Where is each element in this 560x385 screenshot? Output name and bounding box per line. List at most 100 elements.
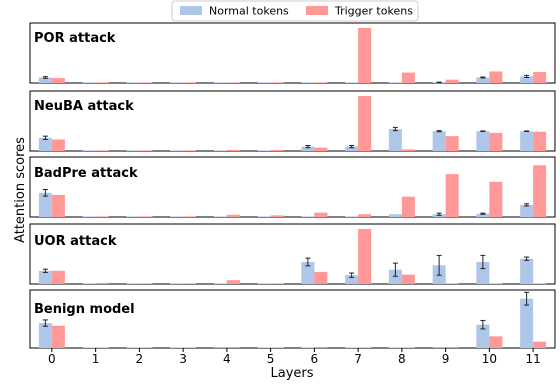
panel-benign-model: Benign model [29, 289, 556, 349]
x-tick-label-9: 9 [442, 352, 450, 366]
bar-normal-layer-5 [257, 82, 271, 83]
bar-normal-layer-11 [520, 204, 534, 217]
bar-normal-layer-1 [82, 82, 96, 83]
bar-normal-layer-6 [301, 262, 315, 284]
bar-normal-layer-11 [520, 76, 534, 83]
panel-badpre-attack: BadPre attack [29, 156, 556, 218]
panel-frame [29, 289, 556, 349]
bar-trigger-layer-6 [314, 147, 328, 151]
bar-trigger-layer-4 [226, 82, 240, 83]
bar-normal-layer-0 [38, 323, 52, 348]
x-tick-label-5: 5 [267, 352, 275, 366]
legend-label-trigger: Trigger tokens [334, 5, 413, 18]
bar-trigger-layer-5 [270, 347, 284, 348]
bar-trigger-layer-0 [51, 139, 65, 151]
bar-normal-layer-0 [38, 137, 52, 151]
bar-normal-layer-0 [38, 77, 52, 83]
panel-frame [29, 22, 556, 84]
bar-trigger-layer-9 [445, 174, 459, 217]
bar-trigger-layer-4 [226, 280, 240, 284]
bar-trigger-layer-9 [445, 79, 459, 83]
bar-normal-layer-1 [82, 347, 96, 348]
bar-trigger-layer-3 [183, 216, 197, 217]
bar-normal-layer-11 [520, 258, 534, 284]
bar-trigger-layer-2 [139, 150, 153, 151]
bar-trigger-layer-1 [95, 82, 109, 83]
bar-normal-layer-1 [82, 150, 96, 151]
bar-normal-layer-6 [301, 347, 315, 348]
bar-trigger-layer-7 [358, 214, 372, 217]
bar-trigger-layer-7 [358, 347, 372, 348]
x-tick-label-3: 3 [179, 352, 187, 366]
bar-normal-layer-9 [432, 346, 446, 348]
bar-normal-layer-6 [301, 82, 315, 83]
bar-trigger-layer-11 [533, 72, 547, 83]
panel-title: Benign model [34, 302, 135, 317]
x-tick-label-8: 8 [398, 352, 406, 366]
panel-title: NeuBA attack [34, 99, 134, 114]
bar-trigger-layer-7 [358, 28, 372, 83]
bar-normal-layer-8 [388, 82, 402, 83]
bar-trigger-layer-8 [401, 196, 415, 217]
legend-label-normal: Normal tokens [209, 5, 289, 18]
bar-normal-layer-2 [126, 150, 140, 151]
legend-frame [171, 0, 419, 22]
bar-normal-layer-4 [213, 346, 227, 348]
bar-normal-layer-6 [301, 216, 315, 217]
bar-trigger-layer-7 [358, 229, 372, 284]
bar-normal-layer-8 [388, 129, 402, 151]
bar-normal-layer-4 [213, 150, 227, 151]
bar-normal-layer-5 [257, 347, 271, 348]
bar-trigger-layer-3 [183, 283, 197, 284]
bar-normal-layer-3 [170, 283, 184, 284]
bar-normal-layer-5 [257, 150, 271, 151]
bar-normal-layer-4 [213, 216, 227, 217]
bar-trigger-layer-2 [139, 283, 153, 284]
bar-normal-layer-8 [388, 269, 402, 284]
x-tick-label-4: 4 [223, 352, 231, 366]
bar-trigger-layer-3 [183, 150, 197, 151]
x-tick-label-11: 11 [525, 352, 540, 366]
bar-normal-layer-3 [170, 150, 184, 151]
bar-normal-layer-10 [476, 262, 490, 284]
panel-uor-attack: UOR attack [29, 223, 556, 285]
x-tick-label-7: 7 [354, 352, 362, 366]
bar-trigger-layer-11 [533, 341, 547, 348]
bar-normal-layer-10 [476, 131, 490, 151]
bar-normal-layer-3 [170, 347, 184, 348]
bar-trigger-layer-10 [489, 283, 503, 284]
legend-swatch-trigger [306, 6, 328, 15]
bar-normal-layer-5 [257, 216, 271, 217]
bar-normal-layer-2 [126, 216, 140, 217]
bar-normal-layer-7 [345, 216, 359, 217]
bar-normal-layer-10 [476, 213, 490, 217]
panel-frame [29, 90, 556, 152]
bar-trigger-layer-7 [358, 96, 372, 151]
x-tick-label-1: 1 [92, 352, 100, 366]
bar-normal-layer-7 [345, 347, 359, 348]
bar-normal-layer-10 [476, 324, 490, 348]
bar-trigger-layer-9 [445, 283, 459, 284]
bar-normal-layer-1 [82, 283, 96, 284]
bar-normal-layer-2 [126, 283, 140, 284]
bar-trigger-layer-1 [95, 347, 109, 348]
bar-trigger-layer-8 [401, 149, 415, 151]
bar-normal-layer-11 [520, 298, 534, 348]
x-tick-label-2: 2 [136, 352, 144, 366]
bar-normal-layer-4 [213, 283, 227, 284]
bar-trigger-layer-4 [226, 346, 240, 348]
bar-trigger-layer-1 [95, 150, 109, 151]
legend: Normal tokens Trigger tokens [171, 0, 419, 22]
bar-trigger-layer-11 [533, 283, 547, 284]
bar-trigger-layer-9 [445, 136, 459, 151]
x-tick-label-10: 10 [482, 352, 497, 366]
bar-trigger-layer-10 [489, 181, 503, 217]
bar-trigger-layer-4 [226, 149, 240, 151]
bar-normal-layer-4 [213, 82, 227, 83]
bar-normal-layer-8 [388, 214, 402, 217]
panel-frame [29, 156, 556, 218]
x-tick-label-0: 0 [48, 352, 56, 366]
bar-trigger-layer-1 [95, 216, 109, 217]
bar-normal-layer-3 [170, 82, 184, 83]
